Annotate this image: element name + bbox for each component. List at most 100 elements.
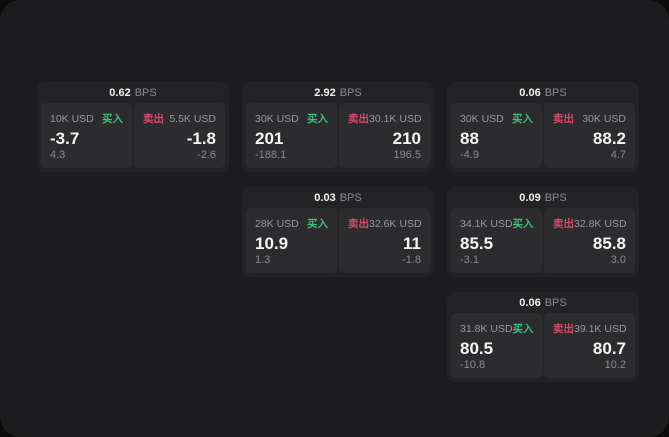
buy-side-label: 买入 [512, 113, 533, 125]
buy-panel-top: 30K USD 买入 [460, 111, 533, 126]
sell-side-label: 卖出 [348, 113, 369, 125]
card-header: 0.06 BPS [447, 292, 639, 313]
sell-amount: 32.6K USD [369, 217, 422, 230]
sell-side-label: 卖出 [348, 218, 369, 230]
sell-panel[interactable]: 卖出 30.1K USD 210 196.5 [339, 103, 430, 168]
sell-amount: 39.1K USD [574, 322, 627, 335]
sell-price: 11 [403, 233, 421, 253]
sell-amount: 30.1K USD [369, 112, 422, 125]
buy-sub-value: 4.3 [50, 149, 66, 161]
panels: 30K USD 买入 88 -4.9 卖出 30K USD 88.2 4.7 [447, 103, 639, 172]
buy-panel-top: 28K USD 买入 [255, 216, 328, 231]
bps-unit-label: BPS [134, 86, 157, 99]
bps-unit-label: BPS [544, 191, 567, 204]
buy-side-label: 买入 [307, 218, 328, 230]
buy-side-label: 买入 [102, 113, 123, 125]
buy-price: 85.5 [460, 233, 494, 253]
sell-price: 85.8 [592, 233, 626, 253]
quote-card: 0.06 BPS 31.8K USD 买入 80.5 -10.8 卖出 39.1… [447, 292, 639, 382]
sell-price: -1.8 [186, 128, 216, 148]
quote-card: 0.09 BPS 34.1K USD 买入 85.5 -3.1 卖出 32.8K… [447, 187, 639, 277]
buy-price: 88 [460, 128, 479, 148]
panels: 30K USD 买入 201 -188.1 卖出 30.1K USD 210 1… [242, 103, 434, 172]
sell-sub-value: -2.6 [197, 149, 216, 161]
quote-card: 0.62 BPS 10K USD 买入 -3.7 4.3 卖出 5.5K USD [37, 82, 229, 172]
quote-card: 2.92 BPS 30K USD 买入 201 -188.1 卖出 30.1K … [242, 82, 434, 172]
card-header: 0.09 BPS [447, 187, 639, 208]
buy-amount: 28K USD [255, 217, 299, 230]
sell-panel-top: 卖出 32.8K USD [553, 216, 627, 231]
card-header: 0.03 BPS [242, 187, 434, 208]
buy-amount: 10K USD [50, 112, 94, 125]
buy-sub-value: 1.3 [255, 254, 271, 266]
buy-amount: 30K USD [460, 112, 504, 125]
sell-sub-value: 10.2 [604, 359, 626, 371]
sell-side-label: 卖出 [143, 113, 164, 125]
quote-cards-grid: 0.62 BPS 10K USD 买入 -3.7 4.3 卖出 5.5K USD [37, 82, 639, 382]
bps-unit-label: BPS [544, 296, 567, 309]
buy-price: 201 [255, 128, 284, 148]
buy-sub-value: -4.9 [460, 149, 479, 161]
sell-side-label: 卖出 [553, 218, 574, 230]
sell-price: 80.7 [592, 338, 626, 358]
quote-card: 0.06 BPS 30K USD 买入 88 -4.9 卖出 30K USD [447, 82, 639, 172]
buy-panel[interactable]: 34.1K USD 买入 85.5 -3.1 [451, 208, 542, 273]
sell-panel-top: 卖出 5.5K USD [143, 111, 216, 126]
card-header: 2.92 BPS [242, 82, 434, 103]
sell-sub-value: 196.5 [393, 149, 421, 161]
bps-unit-label: BPS [544, 86, 567, 99]
bps-unit-label: BPS [339, 191, 362, 204]
sell-panel[interactable]: 卖出 32.8K USD 85.8 3.0 [544, 208, 635, 273]
sell-side-label: 卖出 [553, 323, 574, 335]
buy-panel[interactable]: 28K USD 买入 10.9 1.3 [246, 208, 337, 273]
sell-panel[interactable]: 卖出 5.5K USD -1.8 -2.6 [134, 103, 225, 168]
sell-amount: 30K USD [582, 112, 626, 125]
buy-panel[interactable]: 30K USD 买入 201 -188.1 [246, 103, 337, 168]
buy-panel-top: 34.1K USD 买入 [460, 216, 534, 231]
bps-value: 2.92 [314, 86, 336, 99]
bps-value: 0.09 [519, 191, 541, 204]
bps-value: 0.06 [519, 86, 541, 99]
sell-panel-top: 卖出 30K USD [553, 111, 626, 126]
bps-value: 0.06 [519, 296, 541, 309]
panels: 31.8K USD 买入 80.5 -10.8 卖出 39.1K USD 80.… [447, 313, 639, 382]
buy-sub-value: -3.1 [460, 254, 479, 266]
buy-side-label: 买入 [307, 113, 328, 125]
panels: 28K USD 买入 10.9 1.3 卖出 32.6K USD 11 -1.8 [242, 208, 434, 277]
card-header: 0.62 BPS [37, 82, 229, 103]
buy-amount: 31.8K USD [460, 322, 513, 335]
buy-price: -3.7 [50, 128, 80, 148]
buy-price: 80.5 [460, 338, 494, 358]
panels: 10K USD 买入 -3.7 4.3 卖出 5.5K USD -1.8 -2.… [37, 103, 229, 172]
sell-panel-top: 卖出 32.6K USD [348, 216, 422, 231]
buy-price: 10.9 [255, 233, 289, 253]
buy-panel[interactable]: 10K USD 买入 -3.7 4.3 [41, 103, 132, 168]
bps-value: 0.03 [314, 191, 336, 204]
card-header: 0.06 BPS [447, 82, 639, 103]
sell-panel-top: 卖出 39.1K USD [553, 321, 627, 336]
buy-sub-value: -188.1 [255, 149, 287, 161]
sell-amount: 32.8K USD [574, 217, 627, 230]
buy-amount: 34.1K USD [460, 217, 513, 230]
buy-side-label: 买入 [512, 323, 534, 335]
sell-price: 88.2 [592, 128, 626, 148]
buy-side-label: 买入 [512, 218, 534, 230]
buy-panel-top: 31.8K USD 买入 [460, 321, 534, 336]
bps-unit-label: BPS [339, 86, 362, 99]
buy-panel[interactable]: 30K USD 买入 88 -4.9 [451, 103, 542, 168]
buy-panel[interactable]: 31.8K USD 买入 80.5 -10.8 [451, 313, 542, 378]
buy-panel-top: 30K USD 买入 [255, 111, 328, 126]
sell-amount: 5.5K USD [169, 112, 216, 125]
sell-panel[interactable]: 卖出 30K USD 88.2 4.7 [544, 103, 635, 168]
bps-value: 0.62 [109, 86, 131, 99]
panels: 34.1K USD 买入 85.5 -3.1 卖出 32.8K USD 85.8… [447, 208, 639, 277]
sell-side-label: 卖出 [553, 113, 574, 125]
sell-panel[interactable]: 卖出 32.6K USD 11 -1.8 [339, 208, 430, 273]
sell-price: 210 [392, 128, 421, 148]
sell-sub-value: 3.0 [610, 254, 626, 266]
sell-panel[interactable]: 卖出 39.1K USD 80.7 10.2 [544, 313, 635, 378]
sell-sub-value: -1.8 [402, 254, 421, 266]
sell-sub-value: 4.7 [610, 149, 626, 161]
buy-panel-top: 10K USD 买入 [50, 111, 123, 126]
